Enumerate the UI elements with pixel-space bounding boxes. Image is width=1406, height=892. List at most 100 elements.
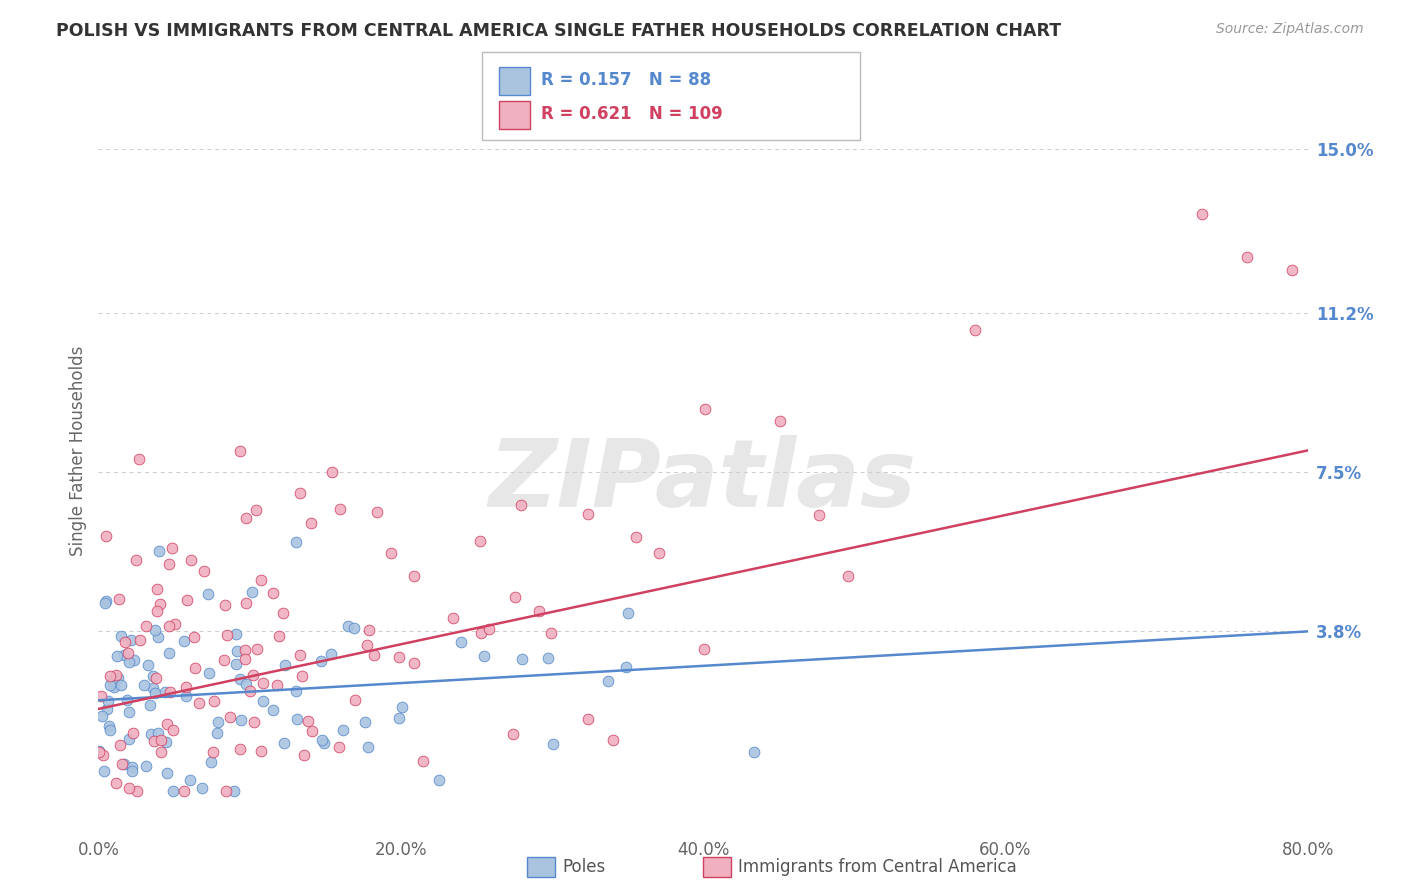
Point — [808, 508, 831, 523]
Point — [202, 694, 225, 708]
Point — [229, 673, 252, 687]
Point — [287, 712, 309, 726]
Point — [214, 784, 236, 798]
Point — [299, 516, 322, 530]
Point — [472, 649, 495, 664]
Point — [450, 635, 472, 649]
Point — [128, 633, 150, 648]
Text: Source: ZipAtlas.com: Source: ZipAtlas.com — [1216, 22, 1364, 37]
Point — [576, 712, 599, 726]
Point — [176, 680, 198, 694]
Point — [250, 743, 273, 757]
Point — [108, 738, 131, 752]
Point — [273, 657, 295, 672]
Point — [229, 444, 252, 458]
Point — [124, 653, 146, 667]
Point — [156, 765, 179, 780]
Point — [157, 619, 180, 633]
Point — [101, 674, 124, 689]
Point — [311, 733, 333, 747]
Point — [176, 593, 198, 607]
Point — [225, 657, 247, 671]
Point — [284, 534, 307, 549]
Point — [273, 736, 295, 750]
Point — [111, 757, 134, 772]
Point — [246, 642, 269, 657]
Point — [693, 642, 716, 657]
Point — [233, 651, 256, 665]
Point — [252, 675, 274, 690]
Point — [108, 592, 131, 607]
Point — [115, 693, 138, 707]
Point — [135, 759, 157, 773]
Point — [163, 617, 186, 632]
Point — [648, 546, 671, 560]
Point — [226, 644, 249, 658]
Point — [262, 703, 284, 717]
Point — [103, 680, 125, 694]
Point — [159, 685, 181, 699]
Point — [197, 587, 219, 601]
Point — [156, 717, 179, 731]
Text: ZIPatlas: ZIPatlas — [489, 434, 917, 527]
Point — [292, 747, 315, 762]
Point — [104, 776, 127, 790]
Point — [118, 731, 141, 746]
Point — [965, 323, 987, 337]
Point — [290, 485, 312, 500]
Point — [252, 694, 274, 708]
Point — [162, 723, 184, 737]
Point — [118, 655, 141, 669]
Point — [118, 706, 141, 720]
Point — [174, 689, 197, 703]
Point — [155, 735, 177, 749]
Point — [91, 748, 114, 763]
Point — [312, 736, 335, 750]
Point — [311, 654, 333, 668]
Point — [107, 671, 129, 685]
Point — [96, 529, 118, 543]
Point — [291, 669, 314, 683]
Point — [193, 564, 215, 578]
Point — [271, 606, 294, 620]
Point — [120, 632, 142, 647]
Text: R = 0.157   N = 88: R = 0.157 N = 88 — [541, 70, 711, 88]
Point — [125, 784, 148, 798]
Point — [235, 510, 257, 524]
Point — [214, 599, 236, 613]
Point — [217, 628, 239, 642]
Point — [328, 740, 350, 755]
Point — [157, 557, 180, 571]
Point — [249, 574, 271, 588]
Point — [149, 745, 172, 759]
Point — [121, 759, 143, 773]
Point — [478, 622, 501, 636]
Point — [157, 646, 180, 660]
Point — [231, 714, 253, 728]
Point — [98, 678, 121, 692]
Point — [143, 623, 166, 637]
Point — [162, 541, 184, 555]
Text: Immigrants from Central America: Immigrants from Central America — [738, 858, 1017, 876]
Point — [121, 764, 143, 778]
Point — [537, 651, 560, 665]
Point — [288, 648, 311, 662]
Point — [301, 724, 323, 739]
Point — [89, 746, 111, 760]
Point — [94, 595, 117, 609]
Point — [363, 648, 385, 662]
Point — [183, 630, 205, 644]
Point — [624, 531, 647, 545]
Point — [136, 658, 159, 673]
Text: POLISH VS IMMIGRANTS FROM CENTRAL AMERICA SINGLE FATHER HOUSEHOLDS CORRELATION C: POLISH VS IMMIGRANTS FROM CENTRAL AMERIC… — [56, 22, 1062, 40]
Point — [502, 727, 524, 741]
Point — [146, 604, 169, 618]
Point — [145, 582, 167, 596]
Point — [742, 745, 765, 759]
Point — [190, 781, 212, 796]
Point — [89, 689, 111, 703]
Point — [245, 503, 267, 517]
Point — [441, 611, 464, 625]
Point — [769, 414, 792, 428]
Point — [388, 650, 411, 665]
